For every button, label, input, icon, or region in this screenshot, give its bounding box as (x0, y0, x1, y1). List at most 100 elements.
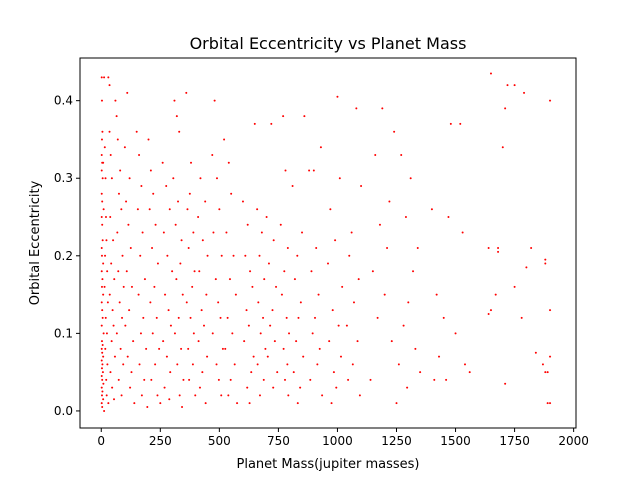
data-point (296, 402, 299, 405)
data-point (112, 324, 115, 327)
data-point (381, 107, 384, 110)
data-point (506, 84, 509, 87)
plot-area (80, 58, 576, 428)
data-point (248, 402, 251, 405)
data-point (162, 231, 165, 234)
data-point (250, 371, 253, 374)
data-point (310, 270, 313, 273)
data-point (494, 293, 497, 296)
data-point (111, 309, 114, 312)
data-point (332, 371, 335, 374)
data-point (128, 309, 131, 312)
data-point (101, 200, 104, 203)
data-point (406, 386, 409, 389)
data-point (101, 378, 104, 381)
data-point (118, 301, 121, 304)
data-point (544, 371, 547, 374)
chart-title: Orbital Eccentricity vs Planet Mass (190, 34, 467, 53)
x-axis-label: Planet Mass(jupiter masses) (237, 457, 420, 472)
data-point (400, 153, 403, 156)
y-tick-label: 0.4 (54, 94, 73, 108)
data-point (272, 239, 275, 242)
data-point (544, 258, 547, 261)
data-point (198, 386, 201, 389)
data-point (108, 84, 111, 87)
data-point (185, 301, 188, 304)
data-point (101, 239, 104, 242)
data-point (165, 184, 168, 187)
data-point (335, 386, 338, 389)
data-point (124, 324, 127, 327)
data-point (260, 231, 263, 234)
data-point (100, 324, 103, 327)
data-point (334, 239, 337, 242)
data-point (154, 363, 157, 366)
data-point (129, 247, 132, 250)
data-point (247, 324, 250, 327)
data-point (211, 153, 214, 156)
data-point (139, 332, 142, 335)
data-point (112, 239, 115, 242)
data-point (256, 363, 259, 366)
data-point (108, 293, 111, 296)
data-point (100, 347, 103, 350)
data-point (194, 394, 197, 397)
data-point (105, 332, 108, 335)
data-point (119, 347, 122, 350)
data-point (433, 378, 436, 381)
data-point (147, 138, 150, 141)
y-tick-label: 0.3 (54, 171, 73, 185)
data-point (251, 285, 254, 288)
data-point (193, 270, 196, 273)
data-point (447, 216, 450, 219)
data-point (383, 293, 386, 296)
data-point (227, 394, 230, 397)
data-point (549, 355, 552, 358)
data-point (284, 378, 287, 381)
data-point (110, 177, 113, 180)
data-point (101, 309, 104, 312)
data-point (360, 184, 363, 187)
data-point (397, 363, 400, 366)
data-point (283, 270, 286, 273)
data-point (156, 394, 159, 397)
data-point (233, 363, 236, 366)
data-point (106, 363, 109, 366)
data-point (549, 402, 552, 405)
data-point (262, 378, 265, 381)
data-point (395, 402, 398, 405)
data-point (299, 386, 302, 389)
data-point (414, 347, 417, 350)
data-point (100, 394, 103, 397)
data-point (226, 316, 229, 319)
data-point (214, 278, 217, 281)
data-point (217, 301, 220, 304)
data-point (188, 378, 191, 381)
data-point (497, 250, 500, 253)
data-point (130, 285, 133, 288)
data-point (101, 130, 104, 133)
data-point (100, 99, 103, 102)
data-point (315, 247, 318, 250)
data-point (282, 115, 285, 118)
data-point (223, 138, 226, 141)
data-point (117, 378, 120, 381)
data-point (215, 363, 218, 366)
data-point (199, 177, 202, 180)
data-point (393, 130, 396, 133)
data-point (374, 153, 377, 156)
data-point (318, 347, 321, 350)
data-point (122, 363, 125, 366)
plot-frame (79, 57, 577, 429)
data-point (152, 192, 155, 195)
data-point (319, 146, 322, 149)
data-point (101, 344, 104, 346)
data-point (348, 254, 351, 257)
data-point (264, 347, 267, 350)
data-point (513, 285, 516, 288)
data-point (211, 332, 214, 335)
data-point (416, 247, 419, 250)
data-point (203, 324, 205, 327)
